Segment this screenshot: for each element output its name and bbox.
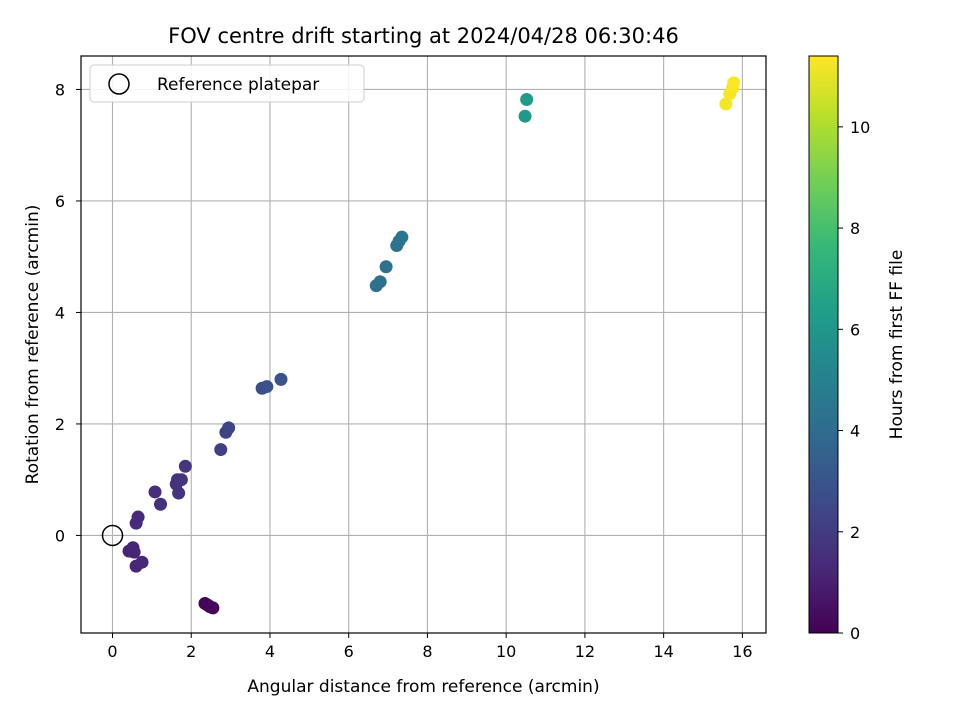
scatter-point bbox=[520, 92, 534, 106]
y-tick-label: 4 bbox=[55, 303, 65, 322]
x-tick-label: 10 bbox=[496, 642, 516, 661]
legend-entry-reference-platepar: Reference platepar bbox=[157, 75, 319, 95]
x-tick-label: 4 bbox=[265, 642, 275, 661]
scatter-point bbox=[174, 473, 188, 487]
legend-hollow-circle-icon bbox=[108, 73, 130, 95]
chart-title: FOV centre drift starting at 2024/04/28 … bbox=[168, 24, 679, 48]
x-tick-label: 12 bbox=[575, 642, 595, 661]
scatter-point bbox=[172, 486, 186, 500]
y-axis-label: Rotation from reference (arcmin) bbox=[23, 205, 43, 485]
legend: Reference platepar bbox=[89, 64, 365, 103]
scatter-point bbox=[148, 485, 162, 499]
scatter-point bbox=[131, 510, 145, 524]
scatter-point bbox=[206, 601, 220, 615]
scatter-point bbox=[274, 372, 288, 386]
grid-lines bbox=[81, 56, 766, 633]
scatter-point bbox=[719, 97, 733, 111]
plot-area-frame bbox=[80, 55, 767, 634]
x-tick-label: 2 bbox=[186, 642, 196, 661]
colorbar-tick-label: 8 bbox=[850, 219, 860, 238]
y-tick-label: 2 bbox=[55, 415, 65, 434]
scatter-point bbox=[127, 545, 141, 559]
legend-box bbox=[89, 64, 365, 103]
scatter-point bbox=[260, 380, 274, 394]
reference-marker-layer bbox=[101, 524, 124, 547]
x-tick-label: 6 bbox=[344, 642, 354, 661]
data-points bbox=[122, 76, 741, 615]
scatter-point bbox=[373, 275, 387, 289]
x-tick-label: 14 bbox=[653, 642, 673, 661]
scatter-point bbox=[518, 109, 532, 123]
x-tick-label: 8 bbox=[422, 642, 432, 661]
scatter-point bbox=[379, 260, 393, 274]
reference-platepar-marker bbox=[101, 524, 124, 547]
colorbar-tick-label: 4 bbox=[850, 422, 860, 441]
y-tick-label: 0 bbox=[55, 526, 65, 545]
x-tick-label: 0 bbox=[107, 642, 117, 661]
scatter-point bbox=[214, 443, 228, 457]
colorbar-tick-label: 6 bbox=[850, 320, 860, 339]
scatter-point bbox=[178, 459, 192, 473]
colorbar-label: Hours from first FF file bbox=[887, 250, 907, 440]
colorbar-tick-label: 0 bbox=[850, 624, 860, 643]
scatter-point bbox=[395, 230, 409, 244]
scatter-point bbox=[135, 555, 149, 569]
colorbar-tick-label: 2 bbox=[850, 523, 860, 542]
colorbar: 0 2 4 6 8 10 Hours from first FF file bbox=[808, 55, 907, 643]
colorbar-tick-label: 10 bbox=[850, 118, 870, 137]
y-tick-label: 8 bbox=[55, 80, 65, 99]
colorbar-frame bbox=[808, 55, 839, 634]
scatter-point bbox=[154, 497, 168, 511]
scatter-point bbox=[222, 421, 236, 435]
colorbar-ticks: 0 2 4 6 8 10 bbox=[838, 118, 870, 643]
x-axis-label: Angular distance from reference (arcmin) bbox=[247, 677, 599, 697]
colorbar-gradient bbox=[809, 56, 838, 633]
y-axis-ticks: 0 2 4 6 8 bbox=[55, 80, 81, 545]
y-tick-label: 6 bbox=[55, 192, 65, 211]
x-axis-ticks: 0 2 4 6 8 10 12 14 16 bbox=[107, 633, 753, 661]
scatter-point bbox=[727, 76, 741, 90]
x-tick-label: 16 bbox=[732, 642, 752, 661]
